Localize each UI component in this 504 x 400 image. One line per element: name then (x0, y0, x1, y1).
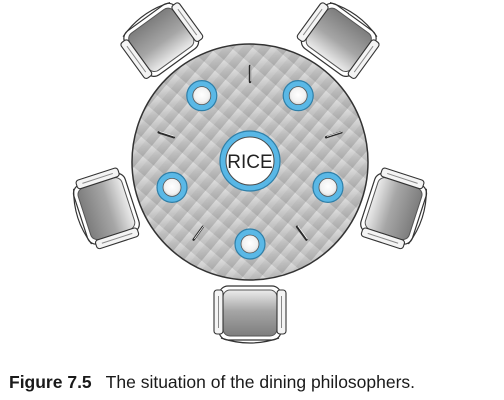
chair (356, 165, 434, 253)
dining-philosophers-diagram: RICE (66, 0, 434, 344)
chopstick (157, 131, 176, 139)
figure-caption: Figure 7.5 The situation of the dining ph… (9, 372, 415, 393)
plates-group (156, 80, 344, 260)
plate (234, 228, 266, 260)
figure-text: The situation of the dining philosophers… (105, 372, 416, 392)
rice-label: RICE (227, 152, 272, 173)
plate (312, 171, 344, 203)
chopstick-highlight (159, 131, 175, 137)
chair (213, 285, 287, 344)
figure-label: Figure 7.5 (9, 372, 92, 392)
chopsticks-group (157, 64, 343, 241)
chopstick-highlight (194, 225, 205, 240)
plate (156, 171, 188, 203)
plate (282, 80, 314, 112)
chopstick (295, 225, 308, 241)
chopstick-highlight (326, 131, 343, 137)
chair (66, 165, 144, 253)
chopstick-highlight (297, 225, 308, 240)
rice-bowl: RICE (219, 130, 281, 192)
plate (186, 80, 218, 112)
chopstick (324, 131, 343, 139)
